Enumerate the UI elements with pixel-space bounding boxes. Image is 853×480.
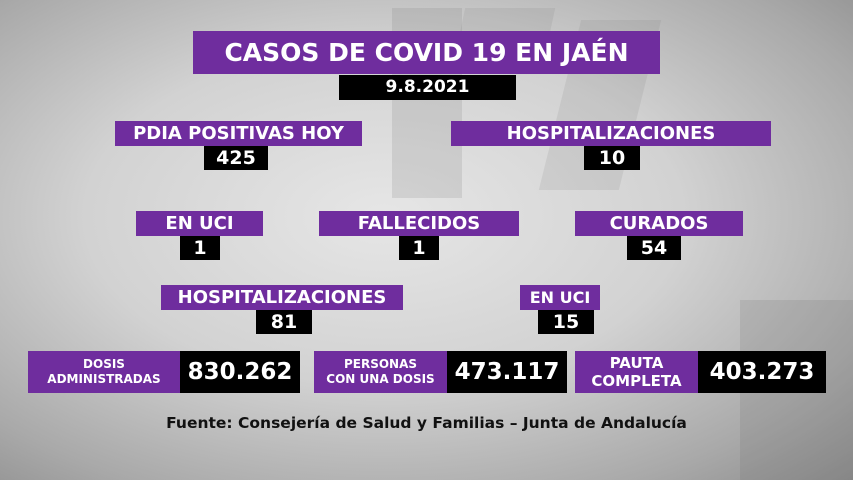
page-title: CASOS DE COVID 19 EN JAÉN xyxy=(193,31,660,74)
hospitalizaciones-value: 10 xyxy=(584,146,640,170)
dosis-label-line1: DOSIS xyxy=(83,357,125,371)
pauta-label-line2: COMPLETA xyxy=(591,372,682,390)
uci-2-label: EN UCI xyxy=(520,285,600,310)
dosis-value: 830.262 xyxy=(180,351,300,393)
date-label: 9.8.2021 xyxy=(339,75,516,100)
uci-2-value: 15 xyxy=(538,310,594,334)
pdia-value: 425 xyxy=(204,146,268,170)
pauta-label: PAUTA COMPLETA xyxy=(575,351,698,393)
fallecidos-value: 1 xyxy=(399,236,439,260)
hospitalizaciones-label: HOSPITALIZACIONES xyxy=(451,121,771,146)
pauta-value: 403.273 xyxy=(698,351,826,393)
pdia-label: PDIA POSITIVAS HOY xyxy=(115,121,362,146)
hospitalizaciones-2-label: HOSPITALIZACIONES xyxy=(161,285,403,310)
dosis-label: DOSIS ADMINISTRADAS xyxy=(28,351,180,393)
uci-value: 1 xyxy=(180,236,220,260)
curados-label: CURADOS xyxy=(575,211,743,236)
una-dosis-value: 473.117 xyxy=(447,351,567,393)
dosis-label-line2: ADMINISTRADAS xyxy=(47,372,161,386)
pauta-label-line1: PAUTA xyxy=(609,354,664,372)
uci-label: EN UCI xyxy=(136,211,263,236)
una-dosis-label-line1: PERSONAS xyxy=(343,357,418,371)
hospitalizaciones-2-value: 81 xyxy=(256,310,312,334)
source-caption: Fuente: Consejería de Salud y Familias –… xyxy=(166,414,687,432)
fallecidos-label: FALLECIDOS xyxy=(319,211,519,236)
una-dosis-label-line2: CON UNA DOSIS xyxy=(326,372,435,386)
una-dosis-label: PERSONAS CON UNA DOSIS xyxy=(314,351,447,393)
curados-value: 54 xyxy=(627,236,681,260)
